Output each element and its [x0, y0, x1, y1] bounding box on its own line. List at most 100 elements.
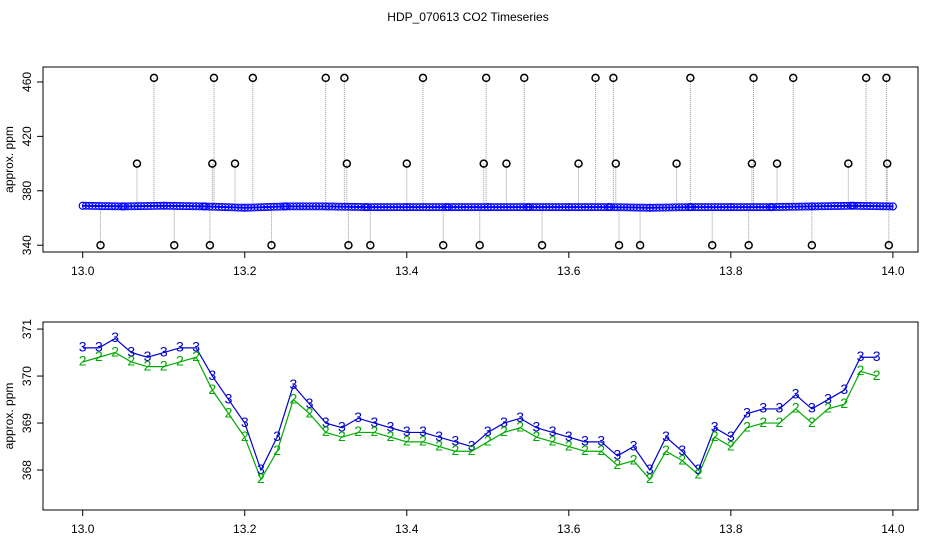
baseline-dot [558, 203, 567, 212]
baseline-dot [493, 203, 502, 212]
baseline-dot [328, 202, 337, 211]
baseline-dot [545, 203, 554, 212]
point-marker: 3 [354, 409, 362, 425]
baseline-dot [671, 203, 680, 212]
baseline-dot [814, 202, 823, 211]
point-marker: 3 [273, 428, 281, 444]
point-marker: 3 [257, 461, 265, 477]
baseline-dot [247, 203, 256, 212]
baseline-dot [104, 202, 113, 211]
baseline-dot [380, 203, 389, 212]
baseline-dot [820, 202, 829, 211]
x-tick-label: 14.0 [881, 522, 905, 536]
baseline-dot [137, 202, 146, 211]
point-marker: 2 [257, 470, 265, 486]
point [502, 159, 511, 168]
point-marker: 2 [549, 433, 557, 449]
point [438, 240, 448, 250]
baseline-dot [269, 202, 278, 211]
baseline-dot [516, 203, 525, 212]
baseline-dot [451, 203, 460, 212]
point [686, 203, 695, 212]
point-marker: 2 [630, 451, 638, 467]
point [614, 240, 624, 250]
point [747, 159, 757, 168]
point-marker: 2 [403, 433, 411, 449]
point-marker: 2 [160, 357, 168, 373]
baseline-dot [642, 203, 651, 212]
point-marker: 3 [792, 386, 800, 402]
baseline-dot [759, 203, 768, 212]
baseline-dot [574, 203, 583, 212]
baseline-dot [717, 203, 726, 212]
baseline-dot [276, 202, 285, 211]
point [888, 202, 897, 211]
point-marker: 3 [176, 339, 184, 355]
point-marker: 2 [451, 442, 459, 458]
point [96, 240, 105, 250]
point-marker: 3 [322, 414, 330, 430]
baseline-dot [373, 203, 382, 212]
baseline-dot [412, 203, 421, 212]
x-tick-label: 13.8 [719, 264, 743, 278]
baseline-dot [185, 202, 194, 211]
baseline-dot [172, 201, 181, 210]
baseline-dot [435, 203, 444, 212]
baseline-dot [548, 203, 557, 212]
point-marker: 3 [111, 329, 119, 345]
baseline-dot [367, 203, 376, 212]
point [240, 203, 249, 212]
baseline-dot [532, 203, 541, 212]
y-tick-label: 369 [20, 413, 34, 433]
series-line [82, 351, 877, 481]
baseline-dot [195, 202, 204, 211]
baseline-dot [315, 202, 324, 211]
point-marker: 2 [597, 442, 605, 458]
baseline-dot [613, 203, 622, 212]
baseline-dot [866, 202, 875, 211]
point-marker: 2 [306, 404, 314, 420]
point [807, 202, 816, 211]
point [321, 202, 330, 211]
point-marker: 3 [873, 348, 881, 364]
point [564, 203, 573, 212]
baseline-dot [652, 203, 661, 212]
point [591, 73, 600, 83]
baseline-dot [872, 202, 881, 211]
point-marker: 3 [614, 447, 622, 463]
baseline-dot [775, 202, 784, 211]
baseline-dot [833, 201, 842, 210]
point [672, 159, 681, 168]
baseline-dot [798, 202, 807, 211]
point-marker: 3 [435, 428, 443, 444]
point [443, 203, 452, 212]
y-axis-label: approx. ppm [2, 383, 16, 450]
point-marker: 2 [743, 418, 751, 434]
point-marker: 2 [662, 442, 670, 458]
baseline-dot [214, 202, 223, 211]
baseline-dot [179, 202, 188, 211]
x-tick-label: 13.6 [557, 522, 581, 536]
baseline-dot [512, 203, 521, 212]
baseline-dot [263, 203, 272, 212]
baseline-dot [658, 203, 667, 212]
point-marker: 3 [208, 367, 216, 383]
point [78, 201, 87, 210]
baseline-dot [318, 202, 327, 211]
baseline-dot [713, 203, 722, 212]
baseline-dot [389, 203, 398, 212]
point-marker: 2 [792, 400, 800, 416]
point [267, 240, 276, 250]
baseline-dot [111, 202, 120, 211]
point-marker: 2 [646, 470, 654, 486]
baseline-dot [415, 203, 424, 212]
baseline-dot [237, 203, 246, 212]
baseline-dot [386, 203, 395, 212]
baseline-dot [418, 203, 427, 212]
baseline-dot [312, 202, 321, 211]
baseline-dot [856, 201, 865, 210]
point [149, 73, 159, 83]
point [844, 159, 853, 168]
chart-title: HDP_070613 CO2 Timeseries [387, 10, 548, 24]
point [281, 202, 290, 211]
